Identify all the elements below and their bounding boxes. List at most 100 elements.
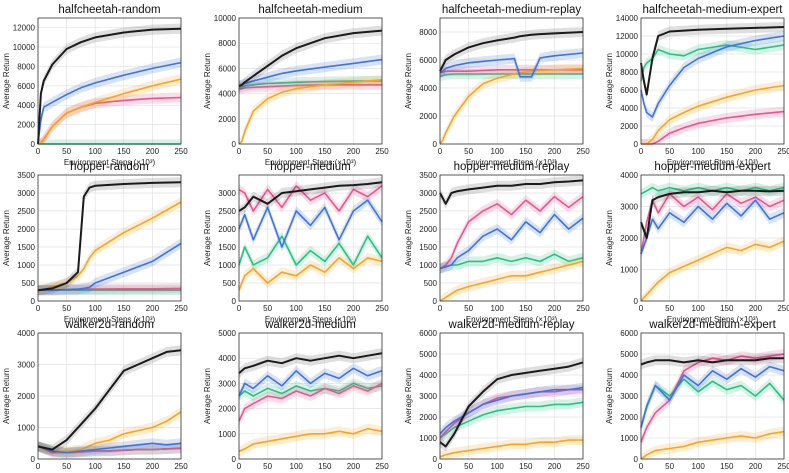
x-tick-label: 150	[318, 147, 332, 156]
y-tick-label: 2000	[620, 234, 638, 243]
y-tick-label: 4000	[218, 90, 236, 99]
series-band-green	[239, 76, 382, 93]
y-tick-label: 1000	[17, 261, 35, 270]
y-tick-label: 500	[22, 279, 36, 288]
x-tick-label: 0	[36, 462, 41, 471]
y-tick-label: 500	[223, 279, 237, 288]
x-tick-label: 0	[639, 304, 644, 313]
series-band-black	[38, 177, 181, 296]
y-tick-label: 2000	[218, 405, 236, 414]
y-tick-label: 4000	[620, 171, 638, 180]
y-tick-label: 4000	[419, 84, 437, 93]
series-band-orange	[38, 74, 181, 144]
plot-frame	[238, 17, 383, 145]
x-tick-label: 50	[62, 462, 71, 471]
series-band-blue	[641, 195, 784, 259]
y-tick-label: 6000	[17, 82, 35, 91]
series-line-black	[640, 357, 784, 366]
series-line-pink	[238, 185, 383, 212]
y-tick-label: 1000	[218, 430, 236, 439]
y-tick-label: 1500	[419, 243, 437, 252]
series-line-black	[238, 181, 383, 212]
subplot-hopper-medium-replay: 0 50 100 150 200 2500500100015002000250030003…	[404, 161, 590, 324]
series-band-pink	[440, 64, 583, 78]
y-tick-label: 1000	[620, 434, 638, 443]
x-tick-label: 100	[290, 147, 304, 156]
x-tick-label: 200	[347, 462, 361, 471]
subplot-title: walker2d-medium-replay	[448, 319, 575, 331]
y-tick-label: 0	[634, 297, 639, 306]
y-tick-label: 10000	[13, 43, 36, 52]
series-band-orange	[641, 80, 784, 144]
series-line-pink	[439, 388, 583, 439]
subplot-title: walker2d-medium	[264, 319, 356, 331]
x-tick-label: 100	[89, 147, 103, 156]
series-line-black	[439, 31, 584, 72]
x-tick-label: 100	[692, 304, 706, 313]
y-tick-label: 2000	[17, 392, 35, 401]
series-line-black	[640, 189, 785, 239]
y-tick-label: 10000	[214, 14, 237, 23]
series-band-pink	[440, 191, 583, 274]
series-band-pink	[38, 92, 181, 144]
y-tick-label: 3000	[17, 361, 35, 370]
subplot-title: hopper-medium	[270, 161, 351, 173]
subplot-walker2d-random: 0 50 100 150 200 250 0 1000 2000 3000 4000 walker2d…	[2, 319, 188, 471]
y-axis-label: Average Return	[605, 210, 614, 266]
subplot-halfcheetah-medium: 0 50 100 150 200 250 0 2000 4000 6000 8000 10000 hal…	[203, 4, 389, 167]
y-tick-label: 12000	[616, 32, 639, 41]
y-axis-label: Average Return	[404, 53, 413, 109]
series-band-green	[440, 397, 583, 443]
series-line-blue	[439, 213, 584, 270]
series-band-black	[239, 177, 382, 216]
y-tick-label: 3000	[218, 379, 236, 388]
series-line-blue	[640, 199, 785, 255]
x-axis-label: Environment Steps (×10³)	[466, 315, 558, 324]
x-tick-label: 50	[62, 304, 71, 313]
x-tick-label: 50	[665, 462, 674, 471]
y-tick-label: 3500	[419, 171, 437, 180]
series-band-blue	[239, 195, 382, 252]
series-line-orange	[640, 240, 785, 302]
series-band-orange	[239, 74, 382, 144]
y-tick-label: 2500	[17, 207, 35, 216]
x-tick-label: 200	[347, 304, 361, 313]
y-tick-label: 2000	[17, 225, 35, 234]
y-axis-label: Average Return	[2, 368, 11, 424]
plot-frame	[238, 332, 383, 460]
subplot-title: hopper-medium-replay	[454, 161, 570, 173]
y-tick-label: 8000	[218, 39, 236, 48]
series-band-orange	[641, 236, 784, 301]
series-line-blue	[238, 199, 383, 248]
y-axis-label: Average Return	[404, 210, 413, 266]
x-tick-label: 150	[519, 147, 533, 156]
x-tick-label: 250	[576, 304, 590, 313]
plot-frame	[439, 332, 584, 460]
x-tick-label: 150	[720, 147, 734, 156]
y-tick-label: 0	[232, 140, 237, 149]
y-tick-label: 3000	[419, 189, 437, 198]
y-tick-label: 0	[433, 455, 438, 464]
x-tick-label: 0	[36, 304, 41, 313]
x-tick-label: 150	[318, 462, 332, 471]
x-axis-label: Environment Steps (×10³)	[667, 158, 759, 167]
x-tick-label: 100	[290, 462, 304, 471]
y-tick-label: 500	[424, 279, 438, 288]
series-line-green	[238, 382, 383, 397]
series-line-green	[640, 44, 785, 82]
y-tick-label: 5000	[620, 350, 638, 359]
series-band-blue	[440, 209, 583, 274]
series-line-black	[37, 349, 182, 451]
y-tick-label: 6000	[620, 86, 638, 95]
x-tick-label: 250	[375, 462, 389, 471]
y-tick-label: 0	[232, 455, 237, 464]
y-tick-label: 8000	[620, 68, 638, 77]
y-tick-label: 1000	[419, 261, 437, 270]
series-band-blue	[641, 31, 784, 122]
y-tick-label: 2000	[419, 413, 437, 422]
y-tick-label: 12000	[13, 24, 36, 33]
y-tick-label: 6000	[218, 64, 236, 73]
x-tick-label: 50	[464, 462, 473, 471]
series-line-green	[439, 73, 583, 78]
y-tick-label: 0	[634, 455, 639, 464]
